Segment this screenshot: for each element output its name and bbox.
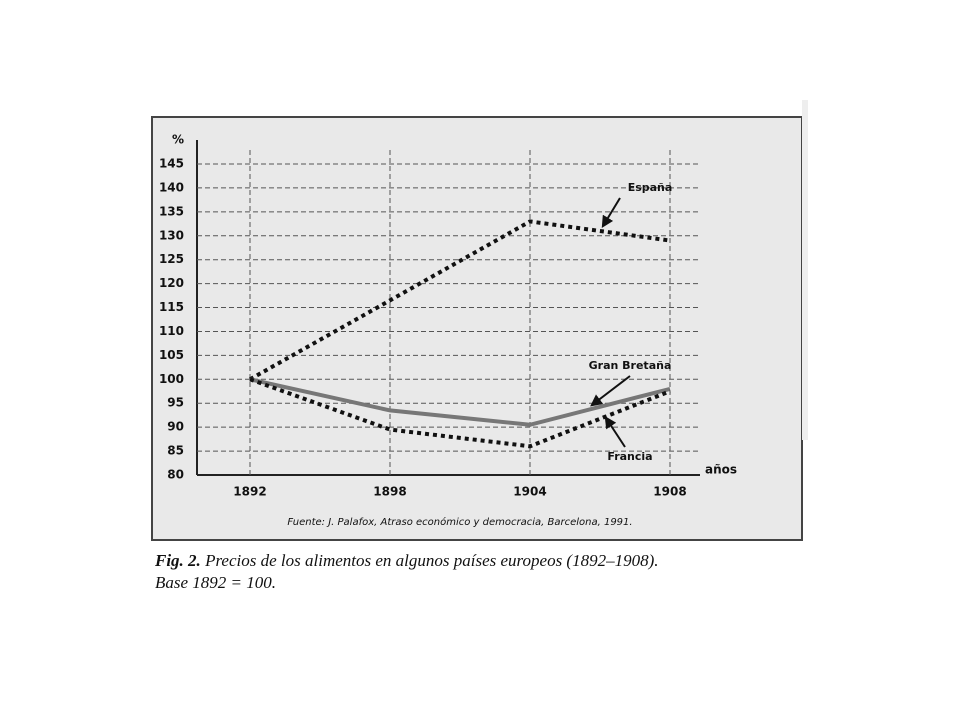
y-tick-label: 140: [159, 180, 184, 194]
y-tick-label: 80: [167, 468, 184, 482]
figure-label: Fig. 2.: [154, 551, 201, 570]
series-line: [249, 377, 671, 449]
y-tick-label: 145: [159, 157, 184, 171]
y-tick-label: 110: [159, 324, 184, 338]
y-tick-label: 105: [159, 348, 184, 362]
source: Fuente: J. Palafox, Atraso económico y d…: [287, 516, 632, 528]
chart-title: Precios de los alimentos en algunos país…: [204, 551, 658, 570]
y-tick-label: 95: [167, 396, 184, 410]
x-tick-label: 1904: [513, 485, 546, 499]
label-arrow: [604, 415, 626, 448]
x-tick-label: 1908: [653, 485, 686, 499]
y-tick-label: 120: [159, 276, 184, 290]
series-label: Gran Bretaña: [589, 359, 672, 372]
series-label: España: [628, 181, 673, 194]
y-tick-label: 100: [159, 372, 184, 386]
chart-subtitle: Base 1892 = 100.: [155, 573, 276, 592]
series-line: [249, 219, 671, 382]
y-axis-label: %: [172, 133, 184, 147]
label-arrow: [601, 197, 621, 229]
y-tick-label: 130: [159, 228, 184, 242]
x-tick-label: 1892: [233, 485, 266, 499]
y-tick-label: 125: [159, 252, 184, 266]
y-tick-label: 135: [159, 204, 184, 218]
x-tick-label: 1898: [373, 485, 406, 499]
series-label: Francia: [607, 450, 652, 463]
series-line: [249, 377, 671, 427]
y-tick-label: 115: [159, 300, 184, 314]
y-tick-label: 90: [167, 420, 184, 434]
x-axis-label: años: [705, 463, 737, 477]
y-tick-label: 85: [167, 444, 184, 458]
page-edge: [802, 100, 808, 440]
caption: Fig. 2. Precios de los alimentos en algu…: [154, 551, 659, 570]
label-arrow: [590, 375, 631, 407]
